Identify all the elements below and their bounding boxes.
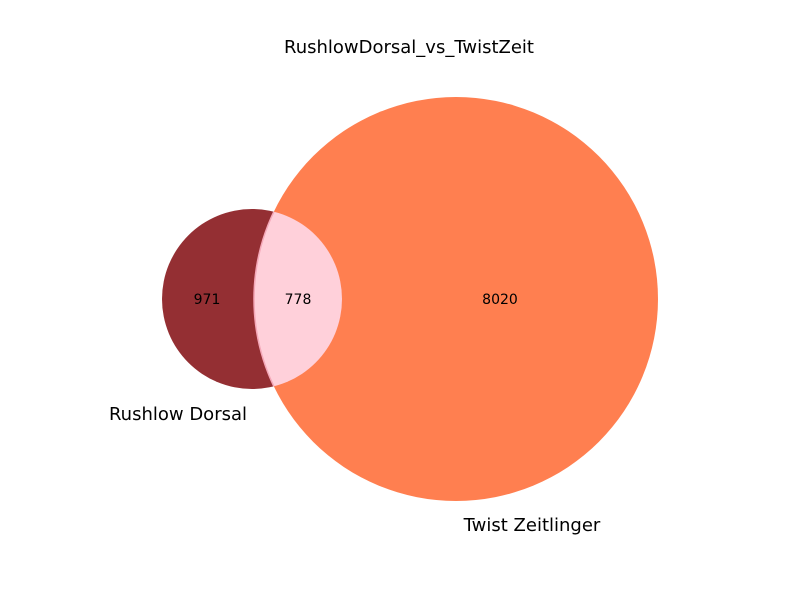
set-b-label: Twist Zeitlinger [463, 515, 601, 536]
region-both-count: 778 [285, 292, 312, 308]
chart-title: RushlowDorsal_vs_TwistZeit [284, 37, 534, 58]
set-b-circle [254, 97, 658, 501]
intersection-region [253, 209, 342, 389]
set-a-label: Rushlow Dorsal [109, 404, 247, 425]
region-only-b-count: 8020 [482, 292, 518, 308]
region-only-a-count: 971 [194, 292, 221, 308]
